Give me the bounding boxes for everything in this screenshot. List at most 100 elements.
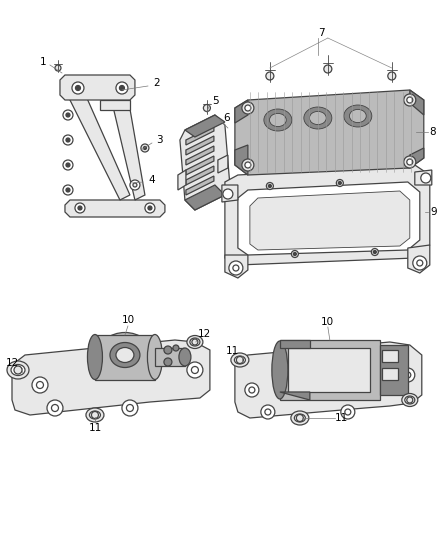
Bar xyxy=(382,368,398,380)
Text: 1: 1 xyxy=(40,57,46,67)
Text: 6: 6 xyxy=(223,113,230,123)
Polygon shape xyxy=(108,78,145,200)
Text: 12: 12 xyxy=(198,329,212,339)
Ellipse shape xyxy=(11,365,25,376)
Text: 10: 10 xyxy=(121,315,134,325)
Circle shape xyxy=(92,411,99,418)
Polygon shape xyxy=(235,100,248,123)
Text: 12: 12 xyxy=(5,358,19,368)
Polygon shape xyxy=(250,191,410,250)
Circle shape xyxy=(223,189,233,199)
Circle shape xyxy=(164,358,172,366)
Polygon shape xyxy=(235,90,424,175)
Ellipse shape xyxy=(310,111,326,125)
Circle shape xyxy=(242,102,254,114)
Circle shape xyxy=(145,203,155,213)
Circle shape xyxy=(14,366,22,374)
Polygon shape xyxy=(235,145,248,175)
Text: 11: 11 xyxy=(88,423,102,433)
Circle shape xyxy=(141,144,149,152)
Text: 5: 5 xyxy=(212,96,219,106)
Circle shape xyxy=(324,65,332,73)
Circle shape xyxy=(237,357,244,364)
Circle shape xyxy=(63,135,73,145)
Circle shape xyxy=(404,94,416,106)
Circle shape xyxy=(148,206,152,210)
Circle shape xyxy=(63,160,73,170)
Polygon shape xyxy=(186,166,214,185)
Circle shape xyxy=(341,405,355,419)
Ellipse shape xyxy=(344,105,372,127)
Polygon shape xyxy=(100,100,130,110)
Ellipse shape xyxy=(190,338,200,346)
Circle shape xyxy=(268,184,272,188)
Ellipse shape xyxy=(234,356,245,364)
Ellipse shape xyxy=(231,353,249,367)
Circle shape xyxy=(229,261,243,275)
Ellipse shape xyxy=(272,341,288,399)
Circle shape xyxy=(66,188,70,192)
Circle shape xyxy=(32,377,48,393)
Circle shape xyxy=(192,339,198,345)
Circle shape xyxy=(338,182,341,184)
Ellipse shape xyxy=(294,414,305,422)
Circle shape xyxy=(173,345,179,351)
Circle shape xyxy=(291,251,298,257)
Text: 4: 4 xyxy=(148,175,155,185)
Circle shape xyxy=(245,105,251,111)
Circle shape xyxy=(78,206,82,210)
Polygon shape xyxy=(65,200,165,217)
Polygon shape xyxy=(222,185,238,202)
Circle shape xyxy=(266,72,274,80)
Circle shape xyxy=(407,397,413,403)
Circle shape xyxy=(127,405,134,411)
Circle shape xyxy=(63,110,73,120)
Circle shape xyxy=(164,346,172,354)
Polygon shape xyxy=(225,255,248,278)
Circle shape xyxy=(371,248,378,255)
Polygon shape xyxy=(186,146,214,165)
Circle shape xyxy=(130,180,140,190)
Polygon shape xyxy=(235,342,422,418)
Circle shape xyxy=(36,382,43,389)
Text: 10: 10 xyxy=(321,317,334,327)
Bar xyxy=(155,348,185,366)
Text: 2: 2 xyxy=(154,78,160,88)
Circle shape xyxy=(405,372,411,378)
Ellipse shape xyxy=(350,109,366,123)
Text: 9: 9 xyxy=(431,207,437,217)
Polygon shape xyxy=(238,182,420,255)
Circle shape xyxy=(401,368,415,382)
Polygon shape xyxy=(218,155,228,173)
Ellipse shape xyxy=(179,348,191,366)
Polygon shape xyxy=(185,115,225,137)
Bar xyxy=(380,345,408,395)
Ellipse shape xyxy=(269,114,286,127)
Polygon shape xyxy=(12,340,210,415)
Circle shape xyxy=(245,383,259,397)
Circle shape xyxy=(266,182,273,190)
Ellipse shape xyxy=(116,348,134,362)
Polygon shape xyxy=(65,78,130,200)
Polygon shape xyxy=(410,148,424,168)
Circle shape xyxy=(122,400,138,416)
Ellipse shape xyxy=(101,336,149,374)
Polygon shape xyxy=(280,340,310,348)
Circle shape xyxy=(47,400,63,416)
Circle shape xyxy=(336,180,343,187)
Circle shape xyxy=(203,104,210,111)
Circle shape xyxy=(242,159,254,171)
Polygon shape xyxy=(225,165,430,265)
Text: 11: 11 xyxy=(335,413,349,423)
Circle shape xyxy=(75,203,85,213)
Circle shape xyxy=(63,185,73,195)
Ellipse shape xyxy=(110,343,140,367)
Ellipse shape xyxy=(402,393,418,407)
Polygon shape xyxy=(186,126,214,145)
Circle shape xyxy=(413,256,427,270)
Circle shape xyxy=(345,409,351,415)
Circle shape xyxy=(297,415,304,422)
Polygon shape xyxy=(60,75,135,100)
Ellipse shape xyxy=(291,411,309,425)
Ellipse shape xyxy=(97,333,152,377)
